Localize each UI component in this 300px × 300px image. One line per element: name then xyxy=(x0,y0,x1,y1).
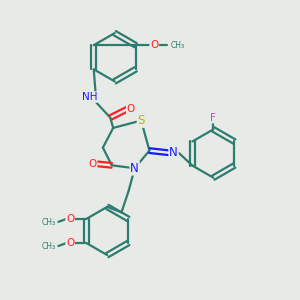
Text: CH₃: CH₃ xyxy=(41,242,56,251)
Text: O: O xyxy=(150,40,158,50)
Text: CH₃: CH₃ xyxy=(170,41,184,50)
Text: O: O xyxy=(66,238,74,248)
Text: O: O xyxy=(66,214,74,224)
Text: NH: NH xyxy=(82,92,98,102)
Text: N: N xyxy=(169,146,178,159)
Text: S: S xyxy=(137,114,145,127)
Text: O: O xyxy=(127,104,135,114)
Text: CH₃: CH₃ xyxy=(41,218,56,227)
Text: O: O xyxy=(88,159,97,169)
Text: F: F xyxy=(210,112,216,123)
Text: N: N xyxy=(130,162,139,175)
